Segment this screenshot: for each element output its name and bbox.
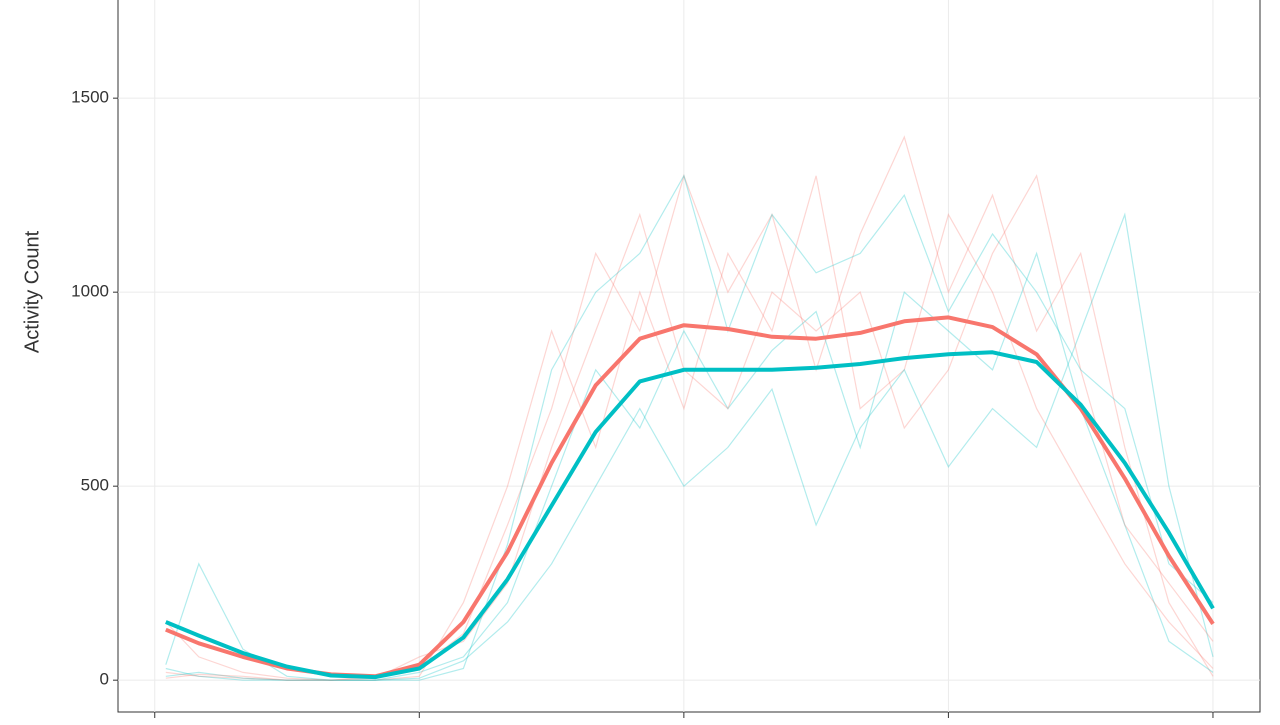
y-axis-label: Activity Count bbox=[21, 230, 43, 353]
activity-trace bbox=[165, 135, 1214, 681]
y-tick-label: 1000 bbox=[71, 282, 109, 301]
activity-trace bbox=[165, 174, 1214, 681]
activity-trace bbox=[165, 175, 1214, 681]
smooth-line bbox=[165, 350, 1215, 680]
activity-trace bbox=[165, 251, 1214, 681]
activity-trace bbox=[165, 212, 1214, 681]
plot-panel bbox=[117, 0, 1261, 713]
y-tick-label: 0 bbox=[100, 670, 109, 689]
y-tick-label: 1500 bbox=[71, 88, 109, 107]
y-tick-label: 500 bbox=[81, 476, 109, 495]
